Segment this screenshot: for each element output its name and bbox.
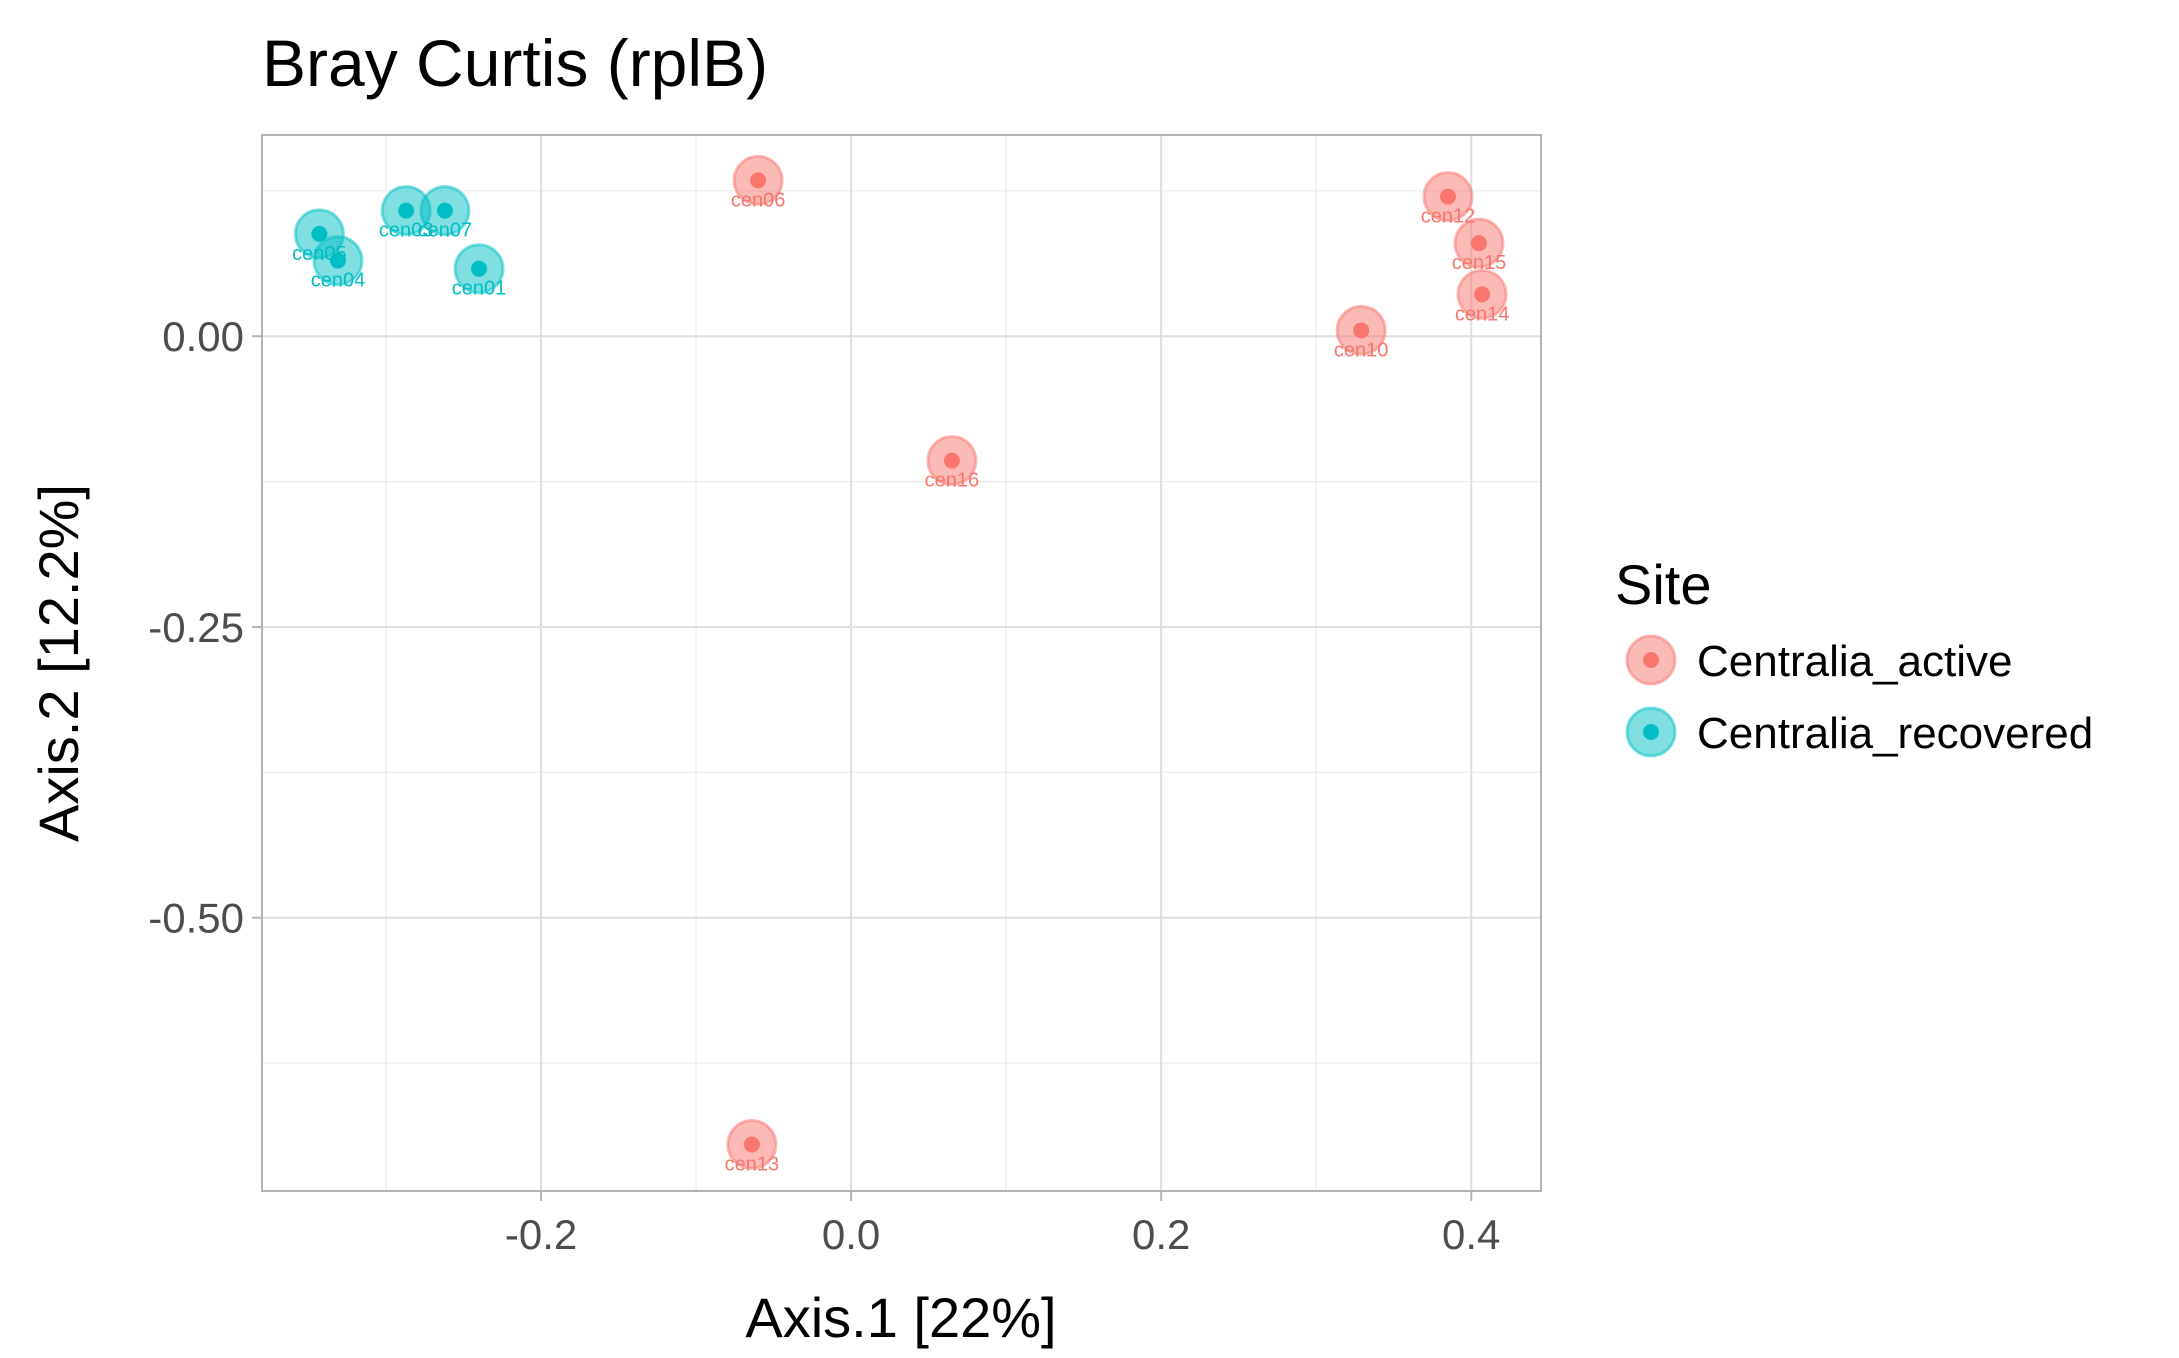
minor-gridlines xyxy=(262,135,1541,1191)
y-tick-label: -0.25 xyxy=(148,604,244,651)
point-marker xyxy=(329,252,346,269)
y-axis-title: Axis.2 [12.2%] xyxy=(27,484,90,842)
data-point-cen10: cen10 xyxy=(1334,304,1389,361)
legend-title: Site xyxy=(1615,553,1712,616)
major-gridlines xyxy=(262,135,1541,1191)
x-tick-label: 0.4 xyxy=(1442,1211,1500,1258)
point-marker xyxy=(1470,235,1487,252)
point-label: cen16 xyxy=(925,470,980,492)
legend-item-centralia-recovered: Centralia_recovered xyxy=(1625,706,2093,758)
data-point-cen16: cen16 xyxy=(925,435,980,492)
point-marker xyxy=(943,452,960,469)
chart-title: Bray Curtis (rplB) xyxy=(262,26,768,100)
y-tick-label: 0.00 xyxy=(162,313,244,360)
point-marker xyxy=(398,202,415,219)
x-axis-title: Axis.1 [22%] xyxy=(745,1286,1056,1349)
point-label: cen04 xyxy=(311,270,366,292)
point-marker xyxy=(1474,286,1491,303)
data-point-cen06: cen06 xyxy=(731,154,786,211)
point-marker xyxy=(311,225,328,242)
point-label: cen14 xyxy=(1455,303,1510,325)
legend: Site Centralia_active Centralia_recovere… xyxy=(1615,553,2093,758)
point-label: cen06 xyxy=(731,189,786,211)
point-label: cen10 xyxy=(1334,339,1389,361)
data-point-cen13: cen13 xyxy=(725,1118,780,1175)
point-label: cen12 xyxy=(1421,206,1476,228)
point-label: cen01 xyxy=(452,278,507,300)
x-axis-ticks: -0.2 0.0 0.2 0.4 xyxy=(505,1191,1500,1258)
data-point-cen12: cen12 xyxy=(1421,171,1476,228)
panel-background xyxy=(262,135,1541,1191)
data-point-cen14: cen14 xyxy=(1455,268,1510,325)
data-point-cen04: cen04 xyxy=(311,235,366,292)
legend-item-centralia-active: Centralia_active xyxy=(1625,634,2013,686)
legend-key-active-dot xyxy=(1643,652,1659,668)
y-tick-label: -0.50 xyxy=(148,895,244,942)
plot-panel: cen06cen12cen15cen14cen10cen16cen13cen05… xyxy=(261,134,1542,1192)
point-label: cen15 xyxy=(1452,252,1507,274)
point-marker xyxy=(750,172,767,189)
panel-border xyxy=(261,134,1542,1192)
legend-label-centralia-active: Centralia_active xyxy=(1697,637,2013,686)
x-tick-label: 0.0 xyxy=(822,1211,880,1258)
point-marker xyxy=(1439,188,1456,205)
point-label: cen03 xyxy=(379,220,434,242)
legend-key-recovered-dot xyxy=(1643,724,1659,740)
point-label: cen13 xyxy=(725,1153,780,1175)
point-marker xyxy=(471,260,488,277)
x-tick-label: 0.2 xyxy=(1132,1211,1190,1258)
y-axis-ticks: 0.00 -0.25 -0.50 xyxy=(148,313,262,942)
points-layer: cen06cen12cen15cen14cen10cen16cen13cen05… xyxy=(292,154,1510,1175)
point-marker xyxy=(743,1136,760,1153)
data-point-cen07: cen07 xyxy=(418,185,473,242)
x-tick-label: -0.2 xyxy=(505,1211,577,1258)
point-marker xyxy=(1353,322,1370,339)
data-point-cen15: cen15 xyxy=(1452,217,1507,274)
data-point-cen01: cen01 xyxy=(452,243,507,300)
legend-label-centralia-recovered: Centralia_recovered xyxy=(1697,709,2093,758)
point-marker xyxy=(436,202,453,219)
point-label: cen07 xyxy=(418,220,473,242)
